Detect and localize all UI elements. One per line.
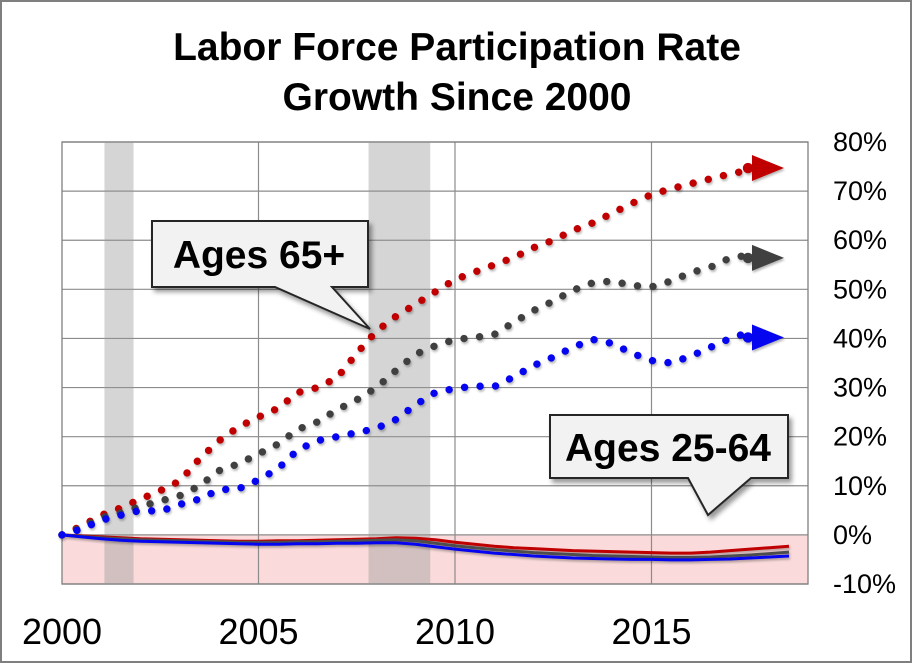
callout-ages-65plus: Ages 65+ (151, 220, 371, 330)
series-ages-65plus-gray (58, 251, 754, 539)
chart-title-line1: Labor Force Participation Rate (173, 26, 741, 69)
y-axis-tick-label: 0% (833, 520, 872, 550)
trend-arrow-tail-dot-ages-65plus-red (742, 162, 754, 174)
callout-label: Ages 65+ (173, 234, 345, 277)
y-axis-tick-label: 20% (833, 422, 887, 452)
y-axis-tick-label: -10% (833, 569, 896, 599)
series-ages-65plus-blue (58, 328, 754, 539)
y-axis-tick-label: 60% (833, 225, 887, 255)
series-ages-65plus-red (58, 166, 754, 539)
callout-bubble (151, 220, 371, 330)
data-series (58, 155, 790, 562)
trend-arrow-tail-dot-ages-65plus-gray (742, 252, 754, 264)
callout-label: Ages 25-64 (565, 427, 771, 470)
trend-arrow-tail-dot-ages-65plus-blue (742, 332, 754, 343)
recession-bands (104, 142, 431, 584)
gridlines (61, 141, 809, 585)
callout-ages-25-64: Ages 25-64 (549, 414, 789, 517)
callout-bubble (549, 414, 789, 517)
y-axis-tick-label: 40% (833, 323, 887, 353)
recession-band (368, 142, 431, 584)
y-axis-tick-label: 50% (833, 274, 887, 304)
x-axis-tick-label: 2005 (218, 611, 298, 652)
x-axis-tick-label: 2010 (415, 611, 495, 652)
trend-arrow-ages-65plus-gray (752, 244, 784, 271)
axis-labels: 80% 70% 60% 50% 40% 30% 20% 10% 0% -10% 2000 2005 20… (22, 127, 896, 652)
trend-arrow-ages-65plus-red (752, 155, 784, 181)
chart-title-line2: Growth Since 2000 (283, 76, 632, 119)
y-axis-tick-label: 30% (833, 373, 887, 403)
trend-arrow-ages-65plus-blue (752, 324, 784, 351)
plot-border (61, 141, 809, 585)
y-axis-tick-label: 10% (833, 471, 887, 501)
x-axis-tick-label: 2015 (611, 611, 691, 652)
y-axis-tick-label: 80% (833, 127, 887, 157)
series-ages-25-64-blue (61, 533, 790, 562)
x-axis-tick-label: 2000 (22, 611, 102, 652)
y-axis-tick-label: 70% (833, 176, 887, 206)
